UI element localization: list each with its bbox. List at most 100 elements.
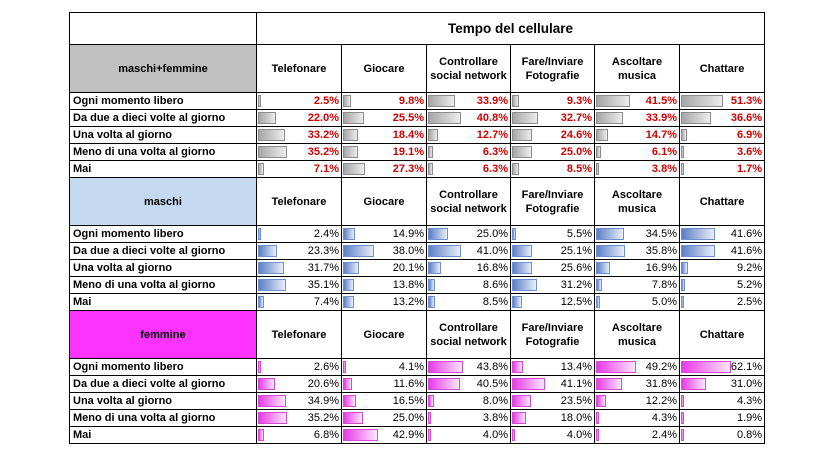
data-bar	[258, 279, 286, 291]
value-cell: 31.7%	[256, 259, 342, 277]
value-text: 14.7%	[645, 129, 677, 141]
value-text: 27.3%	[392, 163, 424, 175]
data-bar	[512, 395, 531, 407]
data-bar	[258, 361, 261, 373]
table-row: Meno di una volta al giorno 35.2% 19.1% 6.3…	[69, 143, 766, 161]
data-bar	[596, 412, 599, 424]
value-text: 8.5%	[566, 163, 592, 175]
data-bar	[681, 429, 684, 441]
value-cell: 33.9%	[594, 109, 680, 127]
column-header-giocare: Giocare	[341, 44, 427, 93]
value-cell: 40.8%	[426, 109, 511, 127]
row-label: Mai	[69, 426, 257, 444]
data-bar	[343, 95, 351, 107]
value-cell: 40.5%	[426, 375, 511, 393]
value-cell: 41.1%	[510, 375, 595, 393]
value-cell: 14.7%	[594, 126, 680, 144]
row-label: Mai	[69, 160, 257, 178]
value-text: 24.6%	[560, 129, 592, 141]
data-bar	[428, 163, 433, 175]
value-text: 34.5%	[645, 228, 677, 240]
data-bar	[596, 146, 601, 158]
value-text: 9.2%	[736, 262, 763, 274]
column-header-giocare: Giocare	[341, 310, 427, 359]
data-bar	[428, 245, 461, 257]
value-text: 5.2%	[736, 279, 763, 291]
table-row: Una volta al giorno 33.2% 18.4% 12.7% 24.6% 1…	[69, 126, 766, 144]
value-cell: 12.5%	[510, 293, 595, 311]
value-text: 25.5%	[392, 112, 424, 124]
value-text: 33.2%	[307, 129, 339, 141]
value-text: 31.2%	[560, 279, 592, 291]
value-text: 2.5%	[313, 95, 339, 107]
column-header-controllare-social-network: Controllare social network	[426, 310, 511, 359]
value-text: 6.1%	[651, 146, 677, 158]
value-text: 32.7%	[560, 112, 592, 124]
data-bar	[681, 129, 687, 141]
value-text: 4.3%	[736, 395, 763, 407]
value-cell: 35.8%	[594, 242, 680, 260]
value-cell: 4.3%	[594, 409, 680, 427]
data-bar	[428, 429, 431, 441]
value-cell: 22.0%	[256, 109, 342, 127]
value-cell: 36.6%	[678, 109, 766, 127]
data-bar	[596, 378, 622, 390]
value-text: 4.0%	[566, 429, 592, 441]
data-bar	[343, 378, 352, 390]
value-cell: 6.9%	[678, 126, 766, 144]
value-text: 16.9%	[645, 262, 677, 274]
data-bar	[596, 296, 600, 308]
value-cell: 41.0%	[426, 242, 511, 260]
value-cell: 2.5%	[256, 92, 342, 110]
row-label: Mai	[69, 293, 257, 311]
value-cell: 7.1%	[256, 160, 342, 178]
value-cell: 8.6%	[426, 276, 511, 294]
column-header-chattare: Chattare	[678, 177, 766, 226]
mobile-usage-table: Tempo del cellulare maschi+femmine Telefo…	[69, 12, 766, 444]
data-bar	[596, 262, 610, 274]
value-cell: 33.9%	[426, 92, 511, 110]
column-header-ascoltare-musica: Ascoltare musica	[594, 310, 680, 359]
value-text: 41.5%	[645, 95, 677, 107]
value-text: 6.3%	[482, 163, 508, 175]
value-text: 34.9%	[307, 395, 339, 407]
value-cell: 25.0%	[510, 143, 595, 161]
title-row: Tempo del cellulare	[69, 12, 766, 45]
value-text: 16.8%	[476, 262, 508, 274]
value-text: 41.6%	[730, 228, 763, 240]
value-cell: 23.5%	[510, 392, 595, 410]
table-row: Ogni momento libero 2.4% 14.9% 25.0% 5.5% 34.…	[69, 225, 766, 243]
data-bar	[258, 296, 264, 308]
row-label: Ogni momento libero	[69, 225, 257, 243]
value-cell: 3.6%	[678, 143, 766, 161]
data-bar	[343, 112, 364, 124]
data-bar	[681, 146, 684, 158]
table-row: Una volta al giorno 34.9% 16.5% 8.0% 23.5% 12…	[69, 392, 766, 410]
value-cell: 23.3%	[256, 242, 342, 260]
data-bar	[343, 429, 378, 441]
value-text: 9.8%	[398, 95, 424, 107]
value-cell: 0.8%	[678, 426, 766, 444]
value-cell: 25.1%	[510, 242, 595, 260]
value-cell: 43.8%	[426, 358, 511, 376]
data-bar	[258, 395, 286, 407]
data-bar	[596, 429, 599, 441]
data-table-container: Tempo del cellulare maschi+femmine Telefo…	[69, 12, 766, 463]
value-text: 41.1%	[560, 378, 592, 390]
data-bar	[596, 112, 623, 124]
value-text: 7.4%	[313, 296, 339, 308]
data-bar	[681, 163, 684, 175]
value-cell: 2.4%	[594, 426, 680, 444]
value-text: 35.2%	[307, 146, 339, 158]
value-cell: 5.2%	[678, 276, 766, 294]
value-cell: 5.5%	[510, 225, 595, 243]
data-bar	[428, 378, 460, 390]
value-cell: 4.0%	[510, 426, 595, 444]
value-text: 3.8%	[482, 412, 508, 424]
table-row: Una volta al giorno 31.7% 20.1% 16.8% 25.6% 1…	[69, 259, 766, 277]
data-bar	[258, 112, 276, 124]
data-bar	[258, 146, 287, 158]
value-cell: 20.1%	[341, 259, 427, 277]
value-text: 11.6%	[393, 378, 424, 390]
value-cell: 62.1%	[678, 358, 766, 376]
